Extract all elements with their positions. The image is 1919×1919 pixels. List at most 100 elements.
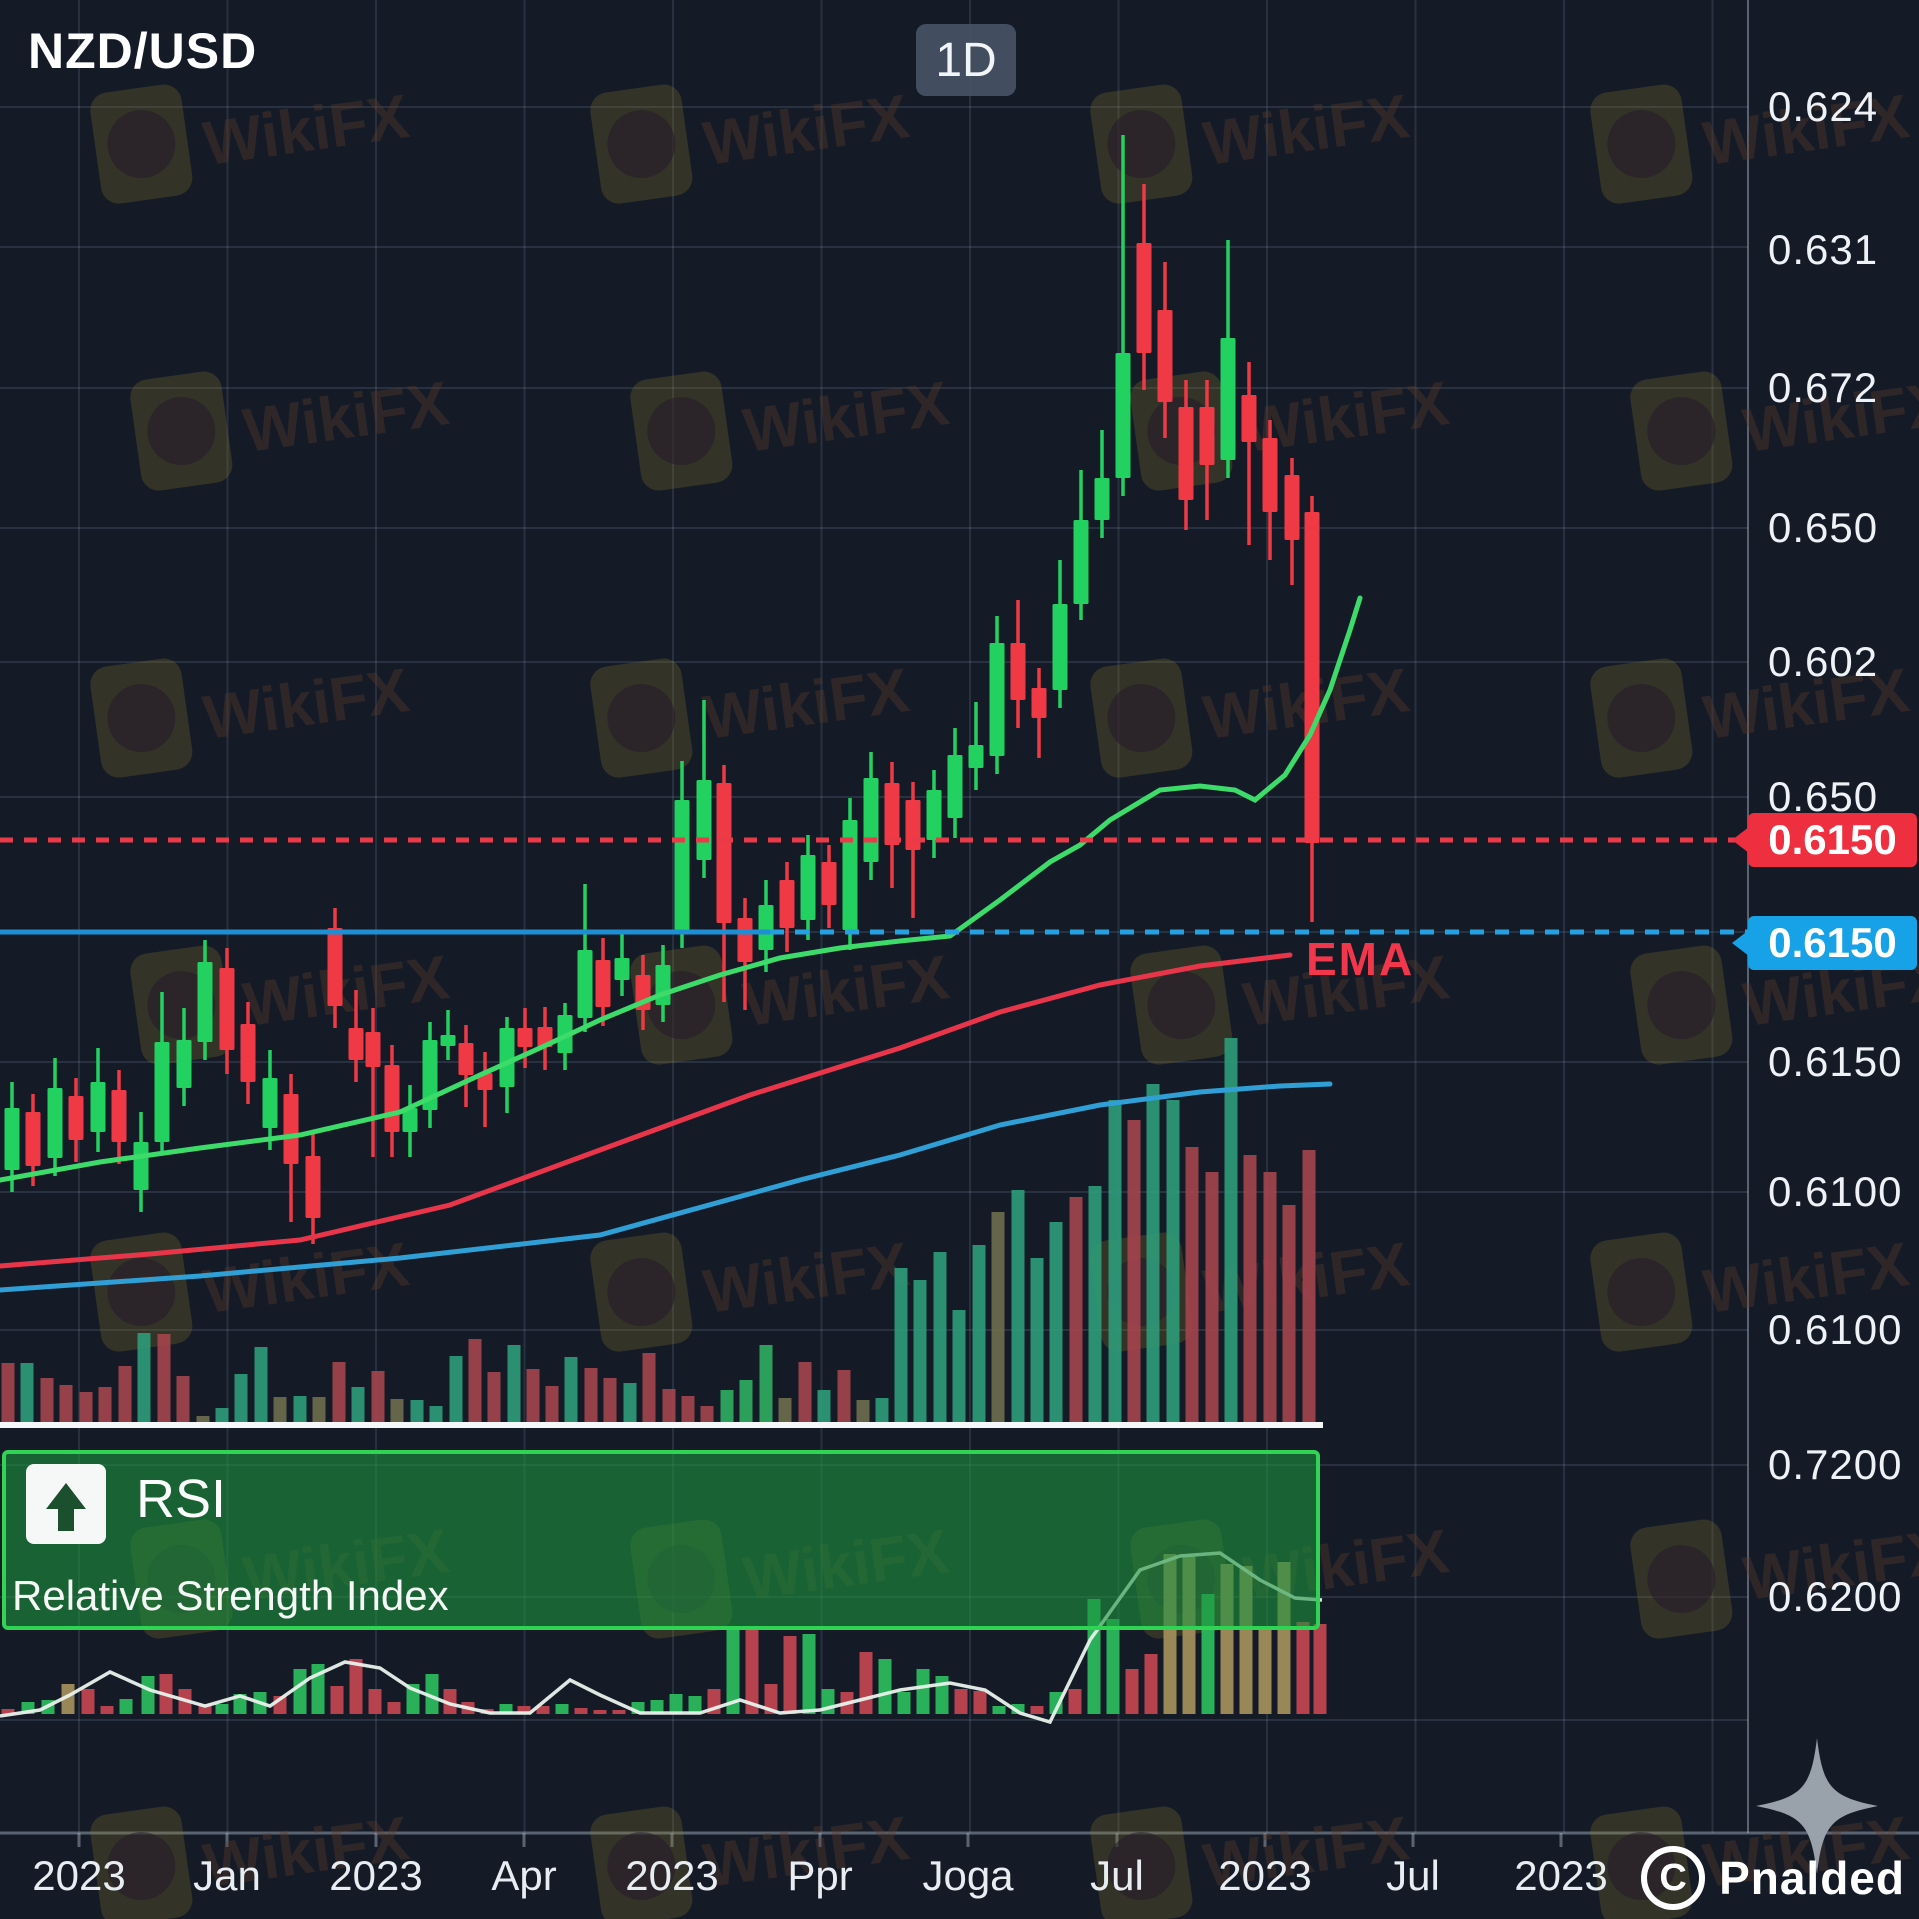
volume-bar: [390, 1399, 404, 1425]
rsi-histogram-bar: [935, 1676, 949, 1714]
candle-body: [1262, 438, 1278, 512]
rsi-histogram-bar: [425, 1674, 439, 1714]
candle-body: [863, 778, 879, 862]
volume-bar: [545, 1386, 559, 1425]
candle-body: [696, 780, 712, 860]
volume-bar: [196, 1416, 210, 1425]
candle-body: [477, 1073, 493, 1090]
wikifx-watermark: WikiFX: [90, 1230, 413, 1352]
rsi-histogram-bar: [536, 1706, 550, 1714]
price-axis-label: 0.631: [1768, 226, 1879, 273]
volume-bar: [487, 1372, 501, 1425]
candle-body: [262, 1078, 278, 1128]
volume-bar: [1185, 1147, 1199, 1425]
candle-body: [800, 855, 816, 920]
volume-bar: [234, 1374, 248, 1425]
candle-body: [517, 1028, 533, 1047]
volume-bar: [875, 1398, 889, 1425]
timeframe-badge[interactable]: 1D: [916, 24, 1016, 96]
rsi-histogram-bar: [1125, 1669, 1139, 1714]
candle-body: [779, 880, 795, 928]
candle-body: [1073, 520, 1089, 604]
rsi-histogram-bar: [293, 1669, 307, 1714]
candle-body: [1136, 243, 1152, 353]
price-axis-label: 0.6150: [1768, 1038, 1903, 1085]
volume-bar: [1049, 1222, 1063, 1425]
volume-bar: [894, 1268, 908, 1425]
volume-bar: [1302, 1150, 1316, 1425]
volume-bar: [623, 1383, 637, 1425]
candle-body: [176, 1040, 192, 1088]
rsi-histogram-bar: [1296, 1622, 1310, 1714]
candle-body: [655, 965, 671, 1005]
time-axis-label: 2023: [625, 1852, 719, 1899]
volume-bar: [952, 1310, 966, 1425]
candle-body: [111, 1090, 127, 1142]
volume-bar: [1088, 1186, 1102, 1425]
candle-body: [499, 1028, 515, 1087]
rsi-histogram-bar: [198, 1704, 212, 1714]
time-axis-label: Jul: [1386, 1852, 1440, 1899]
candle-body: [283, 1094, 299, 1164]
volume-bar: [332, 1362, 346, 1425]
candle-body: [1304, 512, 1320, 843]
candle-body: [1010, 643, 1026, 700]
volume-bar: [603, 1378, 617, 1425]
volume-bar: [1030, 1258, 1044, 1425]
volume-bar: [913, 1280, 927, 1425]
candle-body: [25, 1112, 41, 1166]
candle-body: [595, 960, 611, 1007]
rsi-histogram-bar: [878, 1659, 892, 1714]
price-badge-blue: 0.6150: [1732, 916, 1917, 970]
volume-bar: [1146, 1084, 1160, 1425]
rsi-histogram-bar: [593, 1710, 607, 1714]
sparkle-star-icon: [1756, 1738, 1878, 1874]
rsi-histogram-bar: [992, 1706, 1006, 1714]
candle-body: [1031, 688, 1047, 718]
volume-bar: [526, 1369, 540, 1425]
price-axis-label: 0.624: [1768, 83, 1879, 130]
candle-body: [842, 820, 858, 930]
volume-bar: [1108, 1100, 1122, 1425]
rsi-histogram-bar: [61, 1684, 75, 1714]
candle-body: [989, 643, 1005, 756]
volume-bar: [662, 1389, 676, 1425]
volume-bar: [700, 1406, 714, 1425]
rsi-histogram-bar: [368, 1689, 382, 1714]
volume-bar: [856, 1400, 870, 1425]
volume-bar: [1263, 1172, 1277, 1425]
rsi-histogram-bar: [745, 1626, 759, 1714]
time-axis-label: Ppr: [787, 1852, 853, 1899]
volume-bar: [157, 1334, 171, 1425]
volume-bar: [564, 1357, 578, 1425]
ma-line-blue: [0, 1081, 1333, 1293]
rsi-histogram-bar: [330, 1686, 344, 1714]
time-axis-label: Jul: [1090, 1852, 1144, 1899]
rsi-histogram-bar: [119, 1699, 133, 1714]
rsi-histogram-bar: [650, 1700, 664, 1714]
volume-bar: [215, 1408, 229, 1425]
volume-baseline-divider: [0, 1422, 1323, 1428]
time-axis-label: 2023: [1218, 1852, 1312, 1899]
volume-bar: [1282, 1205, 1296, 1425]
candle-body: [4, 1108, 20, 1170]
volume-bar: [351, 1387, 365, 1425]
wikifx-watermark: WikiFX: [590, 656, 913, 778]
volume-bar: [1166, 1100, 1180, 1425]
rsi-histogram-bar: [349, 1659, 363, 1714]
rsi-histogram-bar: [897, 1692, 911, 1714]
rsi-histogram-bar: [802, 1634, 816, 1714]
volume-bar: [1069, 1197, 1083, 1425]
volume-bar: [759, 1345, 773, 1425]
volume-bar: [1127, 1120, 1141, 1425]
candle-body: [577, 950, 593, 1018]
rsi-histogram-bar: [1068, 1689, 1082, 1714]
rsi-histogram-bar: [1144, 1654, 1158, 1714]
rsi-histogram-bar: [783, 1636, 797, 1714]
candle-body: [1284, 475, 1300, 540]
candle-body: [240, 1024, 256, 1082]
volume-bar: [837, 1370, 851, 1425]
volume-bar: [293, 1396, 307, 1425]
